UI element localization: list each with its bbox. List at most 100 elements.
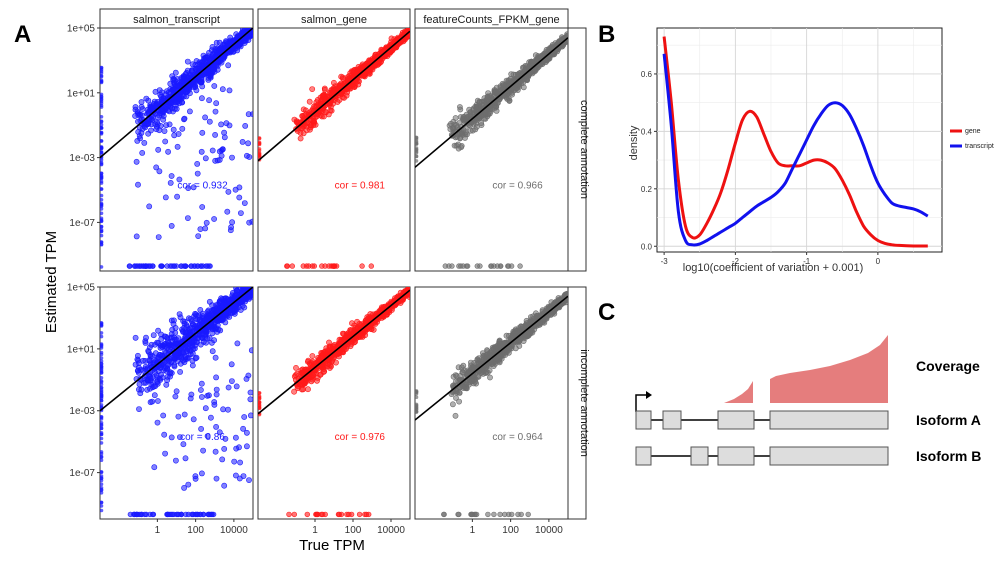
scatter-point bbox=[163, 91, 169, 98]
zero-point bbox=[100, 451, 104, 456]
zero-point bbox=[415, 135, 419, 140]
scatter-point bbox=[486, 110, 493, 117]
facet-panel-frame bbox=[99, 286, 254, 520]
scatter-point bbox=[135, 128, 142, 135]
scatter-point bbox=[367, 57, 374, 64]
scatter-point bbox=[459, 132, 466, 138]
scatter-point bbox=[320, 369, 327, 375]
scatter-point bbox=[190, 416, 197, 423]
scatter-point bbox=[484, 93, 491, 100]
zero-point bbox=[181, 263, 187, 269]
scatter-point bbox=[181, 318, 188, 325]
scatter-point bbox=[481, 98, 488, 104]
scatter-point bbox=[473, 120, 479, 127]
scatter-point bbox=[197, 226, 204, 232]
scatter-point bbox=[297, 135, 304, 142]
faceted-scatter-panel: salmon_transcript salmon_gene featureCount… bbox=[67, 8, 590, 536]
scatter-point bbox=[152, 341, 158, 348]
zero-point bbox=[284, 263, 290, 269]
zero-point bbox=[100, 216, 104, 221]
scatter-point bbox=[174, 358, 181, 365]
scatter-point bbox=[474, 356, 481, 363]
scatter-point bbox=[199, 129, 206, 136]
zero-point bbox=[100, 331, 104, 335]
scatter-point bbox=[207, 414, 214, 421]
zero-point bbox=[100, 233, 104, 238]
zero-point bbox=[100, 211, 104, 216]
scatter-point bbox=[293, 364, 299, 371]
scatter-point bbox=[155, 234, 162, 240]
zero-point bbox=[143, 511, 150, 518]
scatter-point bbox=[209, 147, 216, 154]
facet-panel-0-2: cor = 0.966 bbox=[414, 27, 569, 272]
scatter-point bbox=[456, 398, 462, 405]
scatter-point bbox=[292, 372, 299, 378]
scatter-point bbox=[172, 69, 179, 76]
zero-point bbox=[286, 511, 292, 518]
scatter-point bbox=[460, 113, 467, 120]
scatter-point bbox=[195, 233, 202, 239]
scatter-point bbox=[176, 176, 183, 183]
zero-point bbox=[197, 511, 203, 518]
scatter-point bbox=[167, 179, 174, 186]
scatter-point bbox=[143, 95, 150, 102]
scatter-point bbox=[138, 99, 145, 105]
zero-point bbox=[100, 74, 104, 79]
scatter-point bbox=[545, 56, 552, 62]
zero-point bbox=[100, 115, 104, 119]
zero-point bbox=[258, 400, 262, 405]
scatter-point bbox=[214, 301, 221, 308]
zero-point bbox=[100, 103, 104, 108]
scatter-point bbox=[135, 181, 141, 188]
scatter-point bbox=[212, 108, 219, 115]
scatter-point bbox=[158, 331, 164, 338]
zero-point bbox=[100, 392, 104, 397]
scatter-point bbox=[449, 401, 456, 408]
scatter-point bbox=[162, 138, 169, 145]
scatter-point bbox=[193, 87, 200, 94]
scatter-point bbox=[248, 412, 253, 419]
zero-point bbox=[140, 263, 147, 269]
zero-point bbox=[100, 193, 104, 198]
scatter-point bbox=[232, 186, 239, 193]
scatter-point bbox=[456, 104, 463, 110]
zero-point bbox=[171, 263, 177, 269]
scatter-point bbox=[213, 374, 219, 381]
scatter-point bbox=[225, 188, 232, 195]
scatter-point bbox=[192, 475, 199, 482]
scatter-point bbox=[212, 157, 219, 164]
x-tick-label: 10000 bbox=[220, 525, 248, 536]
scatter-point bbox=[249, 111, 253, 117]
scatter-point bbox=[142, 338, 149, 344]
scatter-point bbox=[333, 359, 339, 366]
zero-point bbox=[100, 426, 104, 431]
scatter-point bbox=[159, 352, 165, 359]
x-tick-label: 100 bbox=[345, 525, 362, 536]
scatter-point bbox=[155, 327, 161, 334]
x-tick-label: 1 bbox=[312, 525, 318, 536]
zero-point bbox=[100, 398, 104, 403]
scatter-point bbox=[218, 152, 225, 159]
panel-letter-c: C bbox=[598, 299, 615, 326]
zero-point bbox=[100, 344, 104, 348]
x-tick-label: 10000 bbox=[377, 525, 405, 536]
scatter-point bbox=[243, 375, 250, 382]
zero-point bbox=[100, 171, 104, 176]
scatter-point bbox=[336, 353, 342, 360]
scatter-point bbox=[206, 49, 212, 56]
scatter-point bbox=[220, 406, 226, 413]
zero-point bbox=[322, 263, 328, 269]
scatter-point bbox=[222, 435, 229, 442]
scatter-point bbox=[172, 99, 179, 106]
zero-point bbox=[363, 511, 370, 518]
scatter-point bbox=[199, 335, 206, 342]
scatter-point bbox=[250, 280, 255, 285]
scatter-point bbox=[347, 343, 354, 350]
scatter-point bbox=[212, 326, 219, 333]
zero-point bbox=[100, 436, 104, 441]
scatter-point bbox=[228, 39, 235, 46]
scatter-point bbox=[185, 481, 192, 488]
zero-point bbox=[497, 263, 504, 269]
scatter-point bbox=[173, 79, 180, 85]
